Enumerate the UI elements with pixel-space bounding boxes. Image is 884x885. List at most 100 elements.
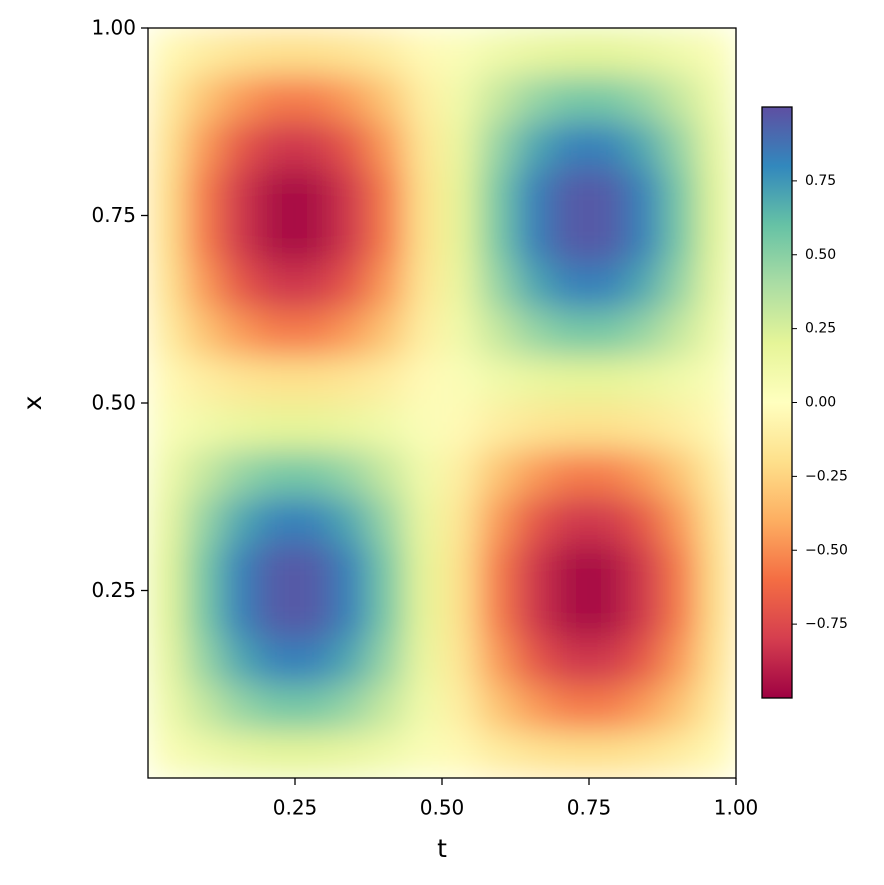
heatmap-cell — [257, 168, 296, 216]
heatmap-cell — [698, 730, 736, 778]
heatmap-cell — [184, 28, 222, 76]
heatmap-cell — [625, 496, 663, 545]
heatmap-cell — [662, 28, 700, 76]
heatmap-cell — [662, 168, 700, 216]
heatmap-cell — [184, 730, 222, 778]
heatmap-cell — [478, 261, 516, 310]
heatmap — [148, 28, 736, 778]
heatmap-cell — [184, 168, 222, 216]
heatmap-cell — [148, 590, 186, 638]
colorbar-tick-label: 0.75 — [805, 173, 836, 189]
heatmap-cell — [698, 496, 736, 545]
heatmap-cell — [478, 496, 516, 545]
heatmap-cell — [515, 730, 553, 778]
heatmap-cell — [478, 74, 516, 123]
heatmap-cell — [515, 74, 553, 123]
heatmap-cell — [331, 74, 369, 123]
heatmap-cell — [257, 730, 296, 778]
heatmap-cell — [698, 449, 736, 498]
heatmap-cell — [184, 215, 222, 263]
heatmap-cell — [221, 121, 259, 170]
heatmap-cell — [368, 121, 406, 170]
y-axis-label: x — [18, 396, 47, 411]
heatmap-cell — [184, 496, 222, 545]
colorbar-tick-label: 0.25 — [805, 321, 836, 337]
heatmap-cell — [331, 168, 369, 216]
heatmap-cell — [404, 449, 443, 498]
heatmap-cell — [257, 590, 296, 638]
heatmap-cell — [184, 449, 222, 498]
heatmap-cell — [625, 308, 663, 357]
heatmap-cell — [588, 636, 627, 685]
heatmap-cell — [441, 636, 480, 685]
heatmap-cell — [368, 730, 406, 778]
heatmap-cell — [441, 449, 480, 498]
heatmap-cell — [441, 168, 480, 216]
heatmap-cell — [698, 636, 736, 685]
heatmap-cell — [625, 215, 663, 263]
heatmap-cell — [404, 215, 443, 263]
heatmap-cell — [221, 261, 259, 310]
heatmap-cell — [368, 449, 406, 498]
heatmap-cell — [698, 402, 736, 451]
heatmap-cell — [662, 355, 700, 404]
heatmap-cell — [478, 28, 516, 76]
heatmap-cell — [662, 590, 700, 638]
x-tick-label: 0.25 — [273, 796, 318, 820]
heatmap-cell — [184, 121, 222, 170]
heatmap-cell — [184, 683, 222, 732]
heatmap-cell — [441, 590, 480, 638]
heatmap-cell — [662, 74, 700, 123]
heatmap-cell — [588, 168, 627, 216]
heatmap-cell — [662, 683, 700, 732]
heatmap-cell — [551, 28, 590, 76]
heatmap-cell — [368, 402, 406, 451]
y-tick-label: 1.00 — [91, 16, 136, 40]
heatmap-cell — [294, 730, 333, 778]
heatmap-cell — [294, 215, 333, 263]
heatmap-cell — [404, 402, 443, 451]
heatmap-cell — [148, 449, 186, 498]
heatmap-cell — [441, 543, 480, 591]
heatmap-cell — [478, 543, 516, 591]
heatmap-cell — [515, 28, 553, 76]
heatmap-cell — [551, 449, 590, 498]
heatmap-cell — [294, 121, 333, 170]
heatmap-cell — [478, 402, 516, 451]
heatmap-cell — [515, 355, 553, 404]
heatmap-cell — [625, 28, 663, 76]
heatmap-cell — [148, 28, 186, 76]
heatmap-cell — [625, 402, 663, 451]
heatmap-cell — [478, 121, 516, 170]
heatmap-cell — [368, 355, 406, 404]
heatmap-cell — [257, 355, 296, 404]
heatmap-cell — [551, 308, 590, 357]
heatmap-cell — [257, 636, 296, 685]
colorbar-tick-label: 0.50 — [805, 247, 836, 263]
heatmap-cell — [698, 683, 736, 732]
heatmap-cell — [221, 496, 259, 545]
heatmap-cell — [221, 28, 259, 76]
heatmap-cell — [257, 121, 296, 170]
heatmap-cell — [148, 730, 186, 778]
heatmap-cell — [478, 449, 516, 498]
y-tick-label: 0.50 — [91, 391, 136, 415]
heatmap-cell — [588, 121, 627, 170]
heatmap-cell — [368, 215, 406, 263]
heatmap-cell — [551, 355, 590, 404]
heatmap-cell — [588, 402, 627, 451]
heatmap-cell — [551, 730, 590, 778]
heatmap-cell — [551, 168, 590, 216]
heatmap-cell — [698, 74, 736, 123]
heatmap-cell — [221, 449, 259, 498]
heatmap-cell — [551, 590, 590, 638]
heatmap-cell — [294, 28, 333, 76]
heatmap-cell — [625, 449, 663, 498]
x-tick-label: 0.50 — [420, 796, 465, 820]
heatmap-cell — [148, 355, 186, 404]
heatmap-cell — [588, 590, 627, 638]
heatmap-cell — [478, 636, 516, 685]
heatmap-cell — [331, 543, 369, 591]
heatmap-cell — [294, 402, 333, 451]
heatmap-cell — [184, 590, 222, 638]
